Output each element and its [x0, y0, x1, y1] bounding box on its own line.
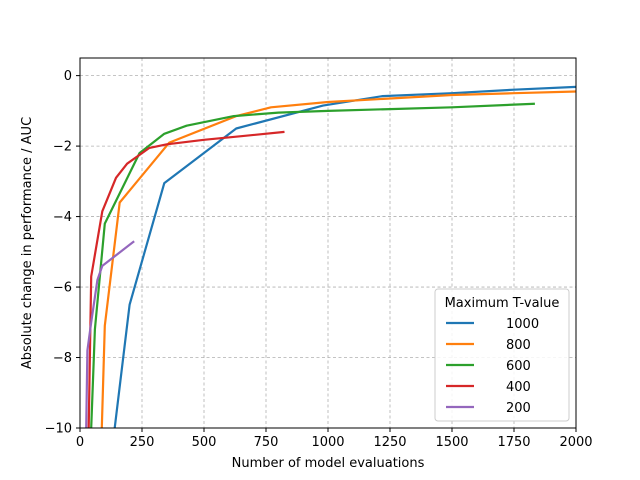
y-tick-label: −10: [45, 422, 72, 437]
legend: Maximum T-value 1000 800 600 400 200: [434, 288, 570, 422]
y-tick-label: 0: [64, 69, 72, 84]
legend-label-1000: 1000: [506, 317, 539, 332]
x-tick-label: 1000: [311, 435, 344, 450]
legend-entries: 1000 800 600 400 200: [446, 317, 539, 416]
y-tick-label: −4: [53, 210, 72, 225]
x-tick-label: 0: [76, 435, 84, 450]
series-line-600: [90, 102, 535, 428]
y-axis-ticks: 0 −2 −4 −6 −8 −10: [45, 69, 80, 437]
y-tick-label: −6: [53, 281, 72, 296]
series-lines: [85, 85, 576, 428]
y-tick-label: −2: [53, 140, 72, 155]
x-tick-label: 500: [192, 435, 217, 450]
series-line-200: [85, 240, 135, 428]
x-tick-label: 1500: [435, 435, 468, 450]
legend-label-200: 200: [506, 401, 531, 416]
y-axis-label: Absolute change in performance / AUC: [20, 117, 35, 369]
legend-label-400: 400: [506, 380, 531, 395]
series-line-1000: [113, 85, 576, 428]
x-tick-label: 2000: [559, 435, 592, 450]
series-line-800: [100, 90, 576, 428]
legend-title: Maximum T-value: [445, 296, 560, 311]
x-tick-label: 1750: [497, 435, 530, 450]
x-axis-label: Number of model evaluations: [232, 456, 425, 471]
x-tick-label: 1250: [373, 435, 406, 450]
legend-label-800: 800: [506, 338, 531, 353]
x-axis-ticks: 0 250 500 750 1000 1250 1500 1750 2000: [76, 428, 593, 450]
x-tick-label: 250: [130, 435, 155, 450]
legend-label-600: 600: [506, 359, 531, 374]
series-line-400: [87, 130, 285, 428]
y-tick-label: −8: [53, 351, 72, 366]
x-tick-label: 750: [254, 435, 279, 450]
